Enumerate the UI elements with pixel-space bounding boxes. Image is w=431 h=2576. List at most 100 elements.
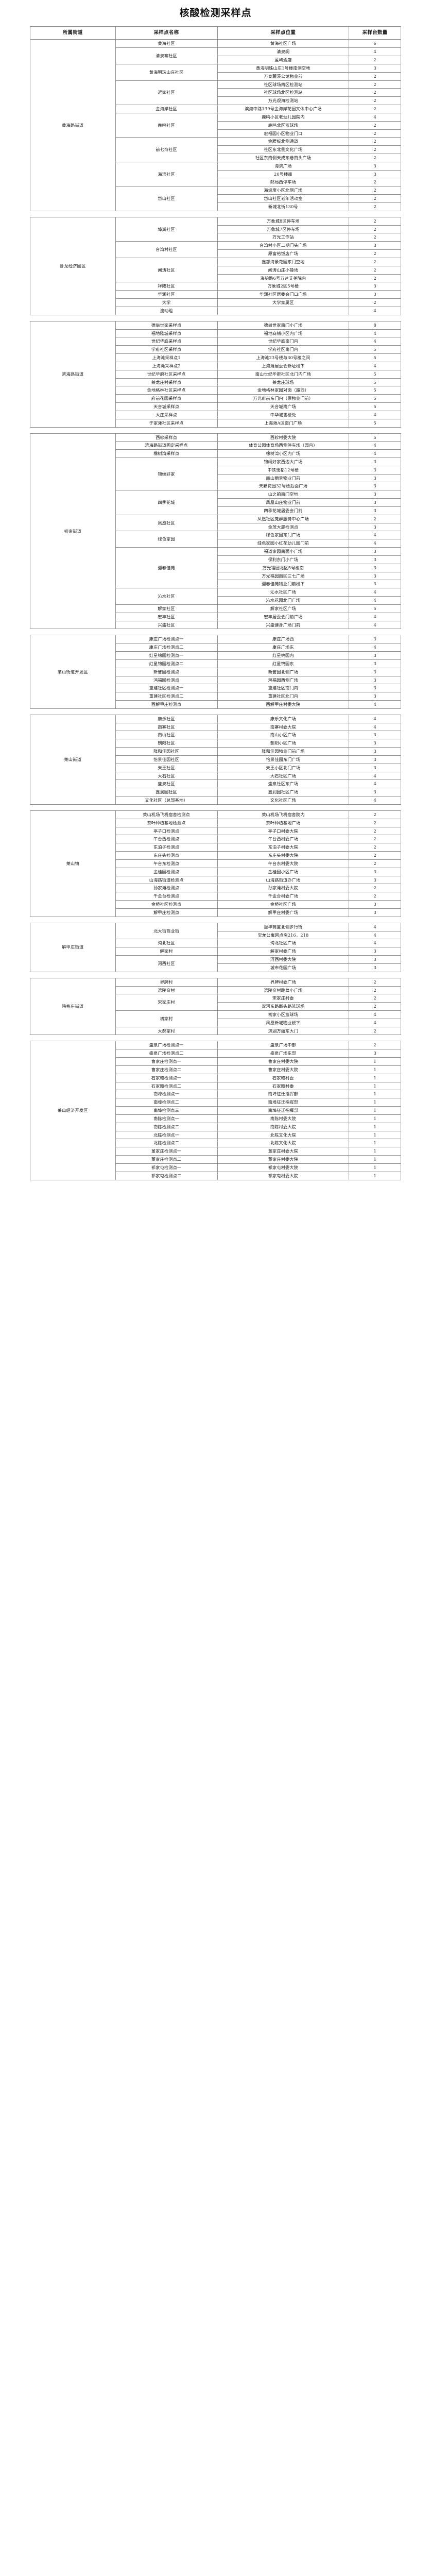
cell-street: 莱山经济开发区 xyxy=(30,1041,116,1180)
cell-point-location: 天王小区北门广场 xyxy=(217,763,350,772)
table-row: 莱龙庄村采样点 莱龙庄球场 5 xyxy=(30,378,401,387)
cell-point-name: 康庄广场检测点二 xyxy=(115,643,218,652)
table-row: 河西社区 河西村委大院 3 xyxy=(30,955,401,972)
cell-point-location: 上海滩居委会新址楼下 xyxy=(217,361,350,370)
table-row: 社区东北侧文化广场 2 xyxy=(30,145,401,154)
cell-sampling-station-count: 4 xyxy=(349,939,401,948)
cell-point-location: 邮局西停车场 xyxy=(217,178,350,187)
table-row: 董家庄检测点一 董家庄村委大院 1 xyxy=(30,1147,401,1156)
street-block-table: 滨海路街道 德尚世家采样点 德尚世家南门小广场 8 福地隆城采样点 福地商铺小区内广场 4 世… xyxy=(30,320,401,428)
cell-point-location: 锦绣好家西边大广场 xyxy=(217,457,350,466)
cell-point-name: 宋家庄村 xyxy=(115,994,218,1011)
table-row: 社区东南侧天成东巷南头广场 2 xyxy=(30,154,401,162)
cell-point-location: 兴盛健身广场门前 xyxy=(217,620,350,630)
cell-point-name: 鹿鸣社区 xyxy=(115,112,218,138)
cell-sampling-station-count: 8 xyxy=(349,320,401,330)
cell-point-location: 万光福园南区三七广场 xyxy=(217,571,350,581)
table-header-row: 所属街道 采样点名称 采样点位置 采样台数量 xyxy=(30,26,401,40)
cell-sampling-station-count: 5 xyxy=(349,402,401,411)
cell-point-location: 黄海明珠山庄1号楼南侧空地 xyxy=(217,63,350,73)
cell-point-location: 体育公园体育场西侧停车场（园内） xyxy=(217,441,350,450)
cell-street: 莱山街道开发区 xyxy=(30,635,116,709)
cell-point-name: 千金台检测点 xyxy=(115,892,218,901)
cell-point-location: 祁家屯村委大院 xyxy=(217,1171,350,1180)
cell-point-location: 世纪华庭南门内 xyxy=(217,337,350,346)
cell-sampling-station-count: 2 xyxy=(349,1026,401,1036)
cell-sampling-station-count: 4 xyxy=(349,1018,401,1027)
table-row: 东泊子检测点 东泊子村委大院 2 xyxy=(30,843,401,852)
cell-sampling-station-count: 3 xyxy=(349,635,401,644)
cell-sampling-station-count: 4 xyxy=(349,47,401,57)
table-row: 岱山社区 海坡度小区北侧广场 2 xyxy=(30,186,401,211)
cell-point-name: 董家庄检测点二 xyxy=(115,1155,218,1164)
column-header-quantity: 采样台数量 xyxy=(349,26,401,40)
table-row: 莱山街道 康乐社区 康乐文化广场 4 xyxy=(30,714,401,805)
cell-sampling-station-count: 5 xyxy=(349,418,401,428)
cell-sampling-station-count: 2 xyxy=(349,892,401,901)
cell-point-name: 西解甲庄检测点 xyxy=(115,700,218,709)
street-block-table: 莱山经济开发区 盛泉广场检测点一 盛泉广场中部 2 盛泉广场检测点二 盛泉广场东部 3 曹家庄… xyxy=(30,1041,401,1180)
cell-point-name: 隆和佳园社区 xyxy=(115,747,218,756)
cell-point-location: 鸿福园西侧广场 xyxy=(217,675,350,685)
cell-point-name: 埠岚社区 xyxy=(115,216,218,242)
cell-street: 滨海路街道 xyxy=(30,320,116,428)
cell-sampling-station-count: 3 xyxy=(349,465,401,474)
cell-sampling-station-count: 3 xyxy=(349,170,401,179)
cell-point-location: 福道家园南面小广场 xyxy=(217,547,350,556)
cell-point-location: 沁水花园北门广场 xyxy=(217,596,350,605)
cell-point-name: 石家疃检测点二 xyxy=(115,1081,218,1091)
table-row: 黄海明珠山庄社区 黄海明珠山庄1号楼南侧空地 3 xyxy=(30,63,401,81)
table-row: 茶叶种植基地检测点 茶叶种植基地广场 2 xyxy=(30,818,401,827)
cell-point-location: 山海路街道办广场 xyxy=(217,875,350,885)
cell-sampling-station-count: 3 xyxy=(349,555,401,564)
cell-point-location: 茶叶种植基地广场 xyxy=(217,818,350,827)
cell-sampling-station-count: 2 xyxy=(349,178,401,187)
cell-point-name: 金桥社区检测点 xyxy=(115,900,218,909)
cell-point-name: 天王社区 xyxy=(115,763,218,772)
cell-point-name: 凤凰社区 xyxy=(115,514,218,532)
cell-sampling-station-count: 2 xyxy=(349,233,401,242)
cell-sampling-station-count: 4 xyxy=(349,531,401,540)
table-row: 曹家庄检测点一 曹家庄村委大院 1 xyxy=(30,1057,401,1066)
table-row: 世纪华庭采样点 世纪华庭南门内 4 xyxy=(30,337,401,346)
cell-point-location: 远陵夼村跳舞小广场 xyxy=(217,986,350,995)
cell-sampling-station-count: 4 xyxy=(349,796,401,805)
cell-point-location: 凤凰社区党群服务中心广场 xyxy=(217,514,350,523)
table-row: 宏福园小区物业门口 2 xyxy=(30,129,401,138)
cell-sampling-station-count: 1 xyxy=(349,1139,401,1148)
cell-point-location: 保利东门小广场 xyxy=(217,555,350,564)
table-row: 兴盛社区 兴盛健身广场门前 4 xyxy=(30,620,401,630)
table-row: 祥隆社区 万象城2区5号楼 3 xyxy=(30,282,401,291)
cell-point-location: 宋家庄村委 xyxy=(217,994,350,1003)
cell-point-name: 金海岸社区 xyxy=(115,105,218,113)
cell-point-name: 四季花城 xyxy=(115,490,218,515)
cell-point-name: 盛泉广场检测点二 xyxy=(115,1049,218,1058)
street-block-table: 所属街道 采样点名称 采样点位置 采样台数量 黄海路街道 黄海社区 黄海社区广场 6 清泉寨社区… xyxy=(30,26,401,211)
table-row: 海韵路6号万达艾美院内 2 xyxy=(30,274,401,283)
cell-sampling-station-count: 1 xyxy=(349,1081,401,1091)
table-row: 台湾村社区 台湾村小区二期门头广场 3 xyxy=(30,241,401,258)
table-row: 岱山社区老年活动室 2 xyxy=(30,194,401,203)
table-row: 凤凰新城物业楼下 4 xyxy=(30,1018,401,1027)
table-row: 鹿鸣社区 鹿鸣小区老幼儿园院内 4 xyxy=(30,112,401,138)
cell-point-name: 橡树湾采样点 xyxy=(115,449,218,458)
cell-point-name: 石家疃检测点一 xyxy=(115,1073,218,1082)
cell-point-location: 解家村委广场 xyxy=(217,947,350,956)
cell-sampling-station-count: 2 xyxy=(349,826,401,836)
cell-point-location: 台湾村小区二期门头广场 xyxy=(217,241,350,250)
table-row: 金桥社区检测点 金桥社区广场 3 xyxy=(30,900,401,909)
table-row: 初家街道 西轸采样点 西轸村委大院 5 xyxy=(30,433,401,630)
cell-point-location: 万象城8区停车场 xyxy=(217,216,350,226)
cell-point-location: 界牌村委广场 xyxy=(217,977,350,987)
cell-point-name: 祁家屯检测点一 xyxy=(115,1163,218,1172)
cell-point-name: 午台西检测点 xyxy=(115,835,218,844)
cell-sampling-station-count: 4 xyxy=(349,112,401,122)
street-block-table: 初家街道 西轸采样点 西轸村委大院 5 滨海路街道固定采样点 体育公园体育场西侧停车场（园… xyxy=(30,433,401,630)
cell-point-name: 北大街商业街 xyxy=(115,922,218,940)
cell-point-location: 海滨广场 xyxy=(217,161,350,171)
cell-point-name: 重建社区检测点二 xyxy=(115,692,218,701)
cell-point-name: 沟北社区 xyxy=(115,939,218,948)
cell-point-location: 鹿鸣北区篮球场 xyxy=(217,121,350,130)
cell-point-name: 莱山机场飞机宿舍检测点 xyxy=(115,810,218,819)
cell-point-location: 20号楼南 xyxy=(217,170,350,179)
